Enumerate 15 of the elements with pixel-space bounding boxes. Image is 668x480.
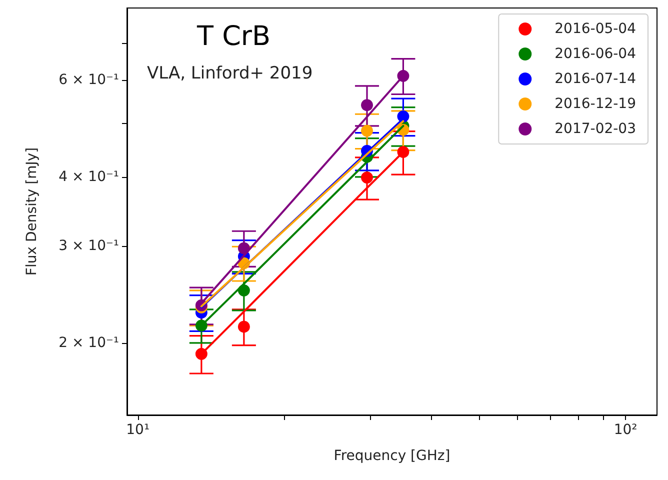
x-axis-title: Frequency [GHz] (334, 448, 450, 464)
legend-label: 2016-07-14 (554, 71, 636, 87)
text: T CrB (196, 21, 271, 52)
legend-label: 2016-05-04 (554, 21, 636, 37)
legend-label: 2016-12-19 (554, 96, 636, 112)
y-axis-title: Flux Density [mJy] (24, 147, 40, 276)
y-tick-label: 4 × 10⁻¹ (58, 168, 119, 185)
y-tick-label: 6 × 10⁻¹ (58, 72, 119, 88)
x-tick-label: 10¹ (126, 422, 150, 438)
y-tick-label: 2 × 10⁻¹ (58, 334, 119, 351)
legend-label: 2016-06-04 (554, 46, 636, 62)
legend-label: 2017-02-03 (554, 121, 636, 137)
y-tick-label: 3 × 10⁻¹ (58, 238, 119, 254)
text: VLA, Linford+ 2019 (147, 64, 313, 84)
x-tick-label: 10² (614, 422, 638, 438)
